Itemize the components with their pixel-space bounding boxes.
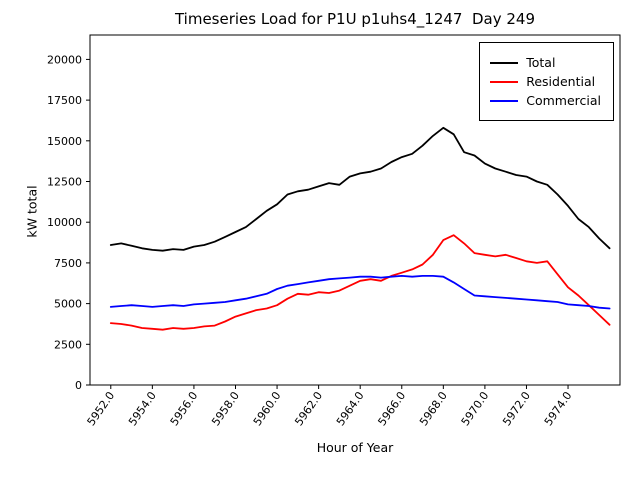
y-tick-label: 20000: [47, 53, 82, 66]
x-tick-label: 5958.0: [209, 389, 242, 428]
y-tick-label: 2500: [54, 338, 82, 351]
axes-spines: [89, 34, 621, 386]
x-tick-label: 5970.0: [459, 389, 492, 428]
y-tick-label: 15000: [47, 135, 82, 148]
series-line-residential: [109, 234, 611, 331]
series-line-commercial: [109, 274, 611, 310]
legend-item-residential: Residential: [490, 74, 601, 89]
x-tick-label: 5960.0: [251, 389, 284, 428]
legend: Total Residential Commercial: [479, 42, 614, 121]
x-axis-label: Hour of Year: [316, 440, 394, 455]
legend-item-commercial: Commercial: [490, 93, 601, 108]
y-tick-label: 17500: [47, 94, 82, 107]
legend-label-total: Total: [526, 55, 556, 70]
x-tick-label: 5964.0: [334, 389, 367, 428]
x-tick-label: 5974.0: [542, 389, 575, 428]
x-tick-label: 5966.0: [375, 389, 408, 428]
legend-label-commercial: Commercial: [526, 93, 601, 108]
x-tick-label: 5962.0: [292, 389, 325, 428]
commercial-line-swatch: [490, 99, 519, 102]
y-tick-label: 5000: [54, 298, 82, 311]
total-line-swatch: [490, 61, 519, 64]
series-line-total: [109, 126, 611, 252]
legend-label-residential: Residential: [526, 74, 596, 89]
x-tick-label: 5952.0: [85, 389, 118, 428]
x-tick-label: 5954.0: [126, 389, 159, 428]
residential-line-swatch: [490, 80, 519, 83]
y-axis-label: kW total: [24, 185, 40, 238]
legend-item-total: Total: [490, 55, 601, 70]
y-tick-label: 7500: [54, 257, 82, 270]
x-tick-label: 5968.0: [417, 389, 450, 428]
y-tick-label: 10000: [47, 216, 82, 229]
y-tick-label: 12500: [47, 176, 82, 189]
chart-title: Timeseries Load for P1U p1uhs4_1247 Day …: [174, 10, 536, 28]
x-tick-label: 5972.0: [500, 389, 533, 428]
x-tick-label: 5956.0: [168, 389, 201, 428]
y-tick-label: 0: [75, 379, 82, 392]
